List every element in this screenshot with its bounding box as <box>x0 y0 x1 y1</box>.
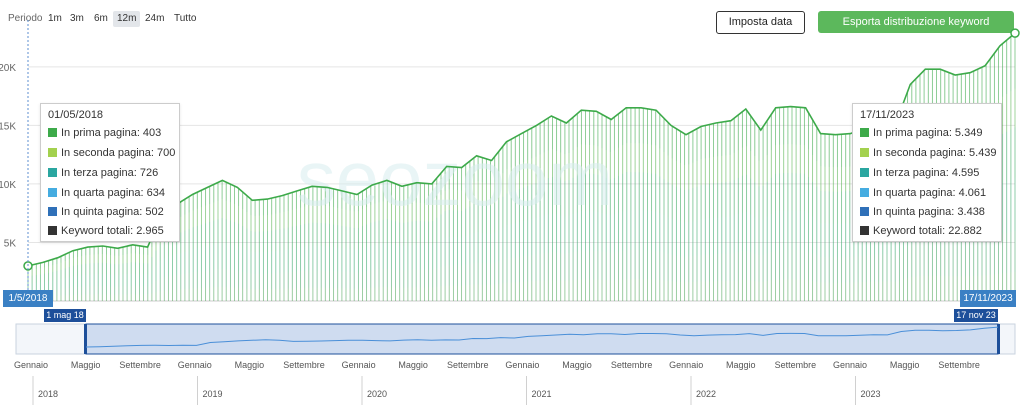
swatch-p4 <box>860 188 869 197</box>
right-tooltip-row-3: In terza pagina: 4.595 <box>860 166 979 180</box>
toolbar: Periodo 1m 3m 6m 12m 24m Tutto Imposta d… <box>0 0 1024 40</box>
y-tick-label: 5K <box>4 238 17 249</box>
end-date-flag: 17/11/2023 <box>960 290 1016 307</box>
swatch-p2 <box>48 148 57 157</box>
left-tooltip-row-1: In prima pagina: 403 <box>48 126 161 140</box>
right-tooltip-row-total: Keyword totali: 22.882 <box>860 224 982 238</box>
month-label: Settembre <box>283 360 325 370</box>
period-12m-button[interactable]: 12m <box>113 11 141 27</box>
right-tooltip-row-3-label: In terza pagina: 4.595 <box>873 167 980 179</box>
y-tick-label: 20K <box>0 63 16 74</box>
swatch-p3 <box>48 168 57 177</box>
left-tooltip-row-4: In quarta pagina: 634 <box>48 186 165 200</box>
right-tooltip-date: 17/11/2023 <box>860 109 915 121</box>
right-tooltip-row-5-label: In quinta pagina: 3.438 <box>873 206 985 218</box>
year-label: 2023 <box>861 389 881 399</box>
month-label: Maggio <box>398 360 428 370</box>
y-tick-label: 15K <box>0 121 16 132</box>
set-date-button[interactable]: Imposta data <box>716 11 805 34</box>
month-label: Maggio <box>235 360 265 370</box>
left-tooltip-row-3: In terza pagina: 726 <box>48 166 158 180</box>
navigator-start-flag: 1 mag 18 <box>44 309 86 322</box>
year-label: 2022 <box>696 389 716 399</box>
month-label: Gennaio <box>669 360 703 370</box>
right-tooltip-row-2-label: In seconda pagina: 5.439 <box>873 147 997 159</box>
swatch-p5 <box>860 207 869 216</box>
month-label: Gennaio <box>178 360 212 370</box>
month-label: Settembre <box>775 360 817 370</box>
month-label: Gennaio <box>342 360 376 370</box>
swatch-p2 <box>860 148 869 157</box>
left-tooltip-row-total: Keyword totali: 2.965 <box>48 224 164 238</box>
left-tooltip-row-4-label: In quarta pagina: 634 <box>61 187 165 199</box>
month-label: Gennaio <box>833 360 867 370</box>
month-label: Gennaio <box>505 360 539 370</box>
year-label: 2021 <box>532 389 552 399</box>
month-label: Settembre <box>938 360 980 370</box>
start-date-flag: 1/5/2018 <box>3 290 53 307</box>
left-tooltip-row-2-label: In seconda pagina: 700 <box>61 147 176 159</box>
year-label: 2019 <box>203 389 223 399</box>
right-tooltip-row-4: In quarta pagina: 4.061 <box>860 186 986 200</box>
left-tooltip-row-5: In quinta pagina: 502 <box>48 205 164 219</box>
navigator-end-flag: 17 nov 23 <box>954 309 998 322</box>
month-label: Gennaio <box>14 360 48 370</box>
year-label: 2018 <box>38 389 58 399</box>
left-tooltip: 01/05/2018 In prima pagina: 403 In secon… <box>40 103 180 242</box>
total-keywords-line <box>27 32 1016 267</box>
year-label: 2020 <box>367 389 387 399</box>
month-label: Settembre <box>119 360 161 370</box>
end-point-marker <box>1010 28 1020 38</box>
swatch-p1 <box>48 128 57 137</box>
month-label: Maggio <box>726 360 756 370</box>
swatch-total <box>860 226 869 235</box>
period-24m-button[interactable]: 24m <box>145 13 165 24</box>
swatch-p1 <box>860 128 869 137</box>
navigator-left-handle <box>84 324 87 354</box>
right-tooltip-row-5: In quinta pagina: 3.438 <box>860 205 985 219</box>
left-tooltip-row-3-label: In terza pagina: 726 <box>61 167 159 179</box>
period-1m-button[interactable]: 1m <box>48 13 62 24</box>
period-all-button[interactable]: Tutto <box>174 13 197 24</box>
period-3m-button[interactable]: 3m <box>70 13 84 24</box>
navigator-right-handle <box>997 324 1000 354</box>
swatch-p5 <box>48 207 57 216</box>
left-tooltip-row-1-label: In prima pagina: 403 <box>61 127 162 139</box>
left-tooltip-row-total-label: Keyword totali: 2.965 <box>61 225 164 237</box>
month-label: Maggio <box>562 360 592 370</box>
export-keyword-distribution-button[interactable]: Esporta distribuzione keyword <box>818 11 1014 33</box>
month-label: Maggio <box>890 360 920 370</box>
swatch-total <box>48 226 57 235</box>
left-tooltip-date: 01/05/2018 <box>48 109 104 121</box>
y-tick-label: 10K <box>0 180 16 191</box>
period-label: Periodo <box>8 13 43 24</box>
swatch-p4 <box>48 188 57 197</box>
swatch-p3 <box>860 168 869 177</box>
right-tooltip: 17/11/2023 In prima pagina: 5.349 In sec… <box>852 103 1002 242</box>
left-tooltip-row-5-label: In quinta pagina: 502 <box>61 206 164 218</box>
watermark-logo: seozoom <box>297 134 614 222</box>
month-label: Settembre <box>611 360 653 370</box>
right-tooltip-row-4-label: In quarta pagina: 4.061 <box>873 187 987 199</box>
month-label: Maggio <box>71 360 101 370</box>
period-6m-button[interactable]: 6m <box>94 13 108 24</box>
navigator-line <box>85 326 999 348</box>
navigator-selection <box>85 323 999 355</box>
right-tooltip-row-2: In seconda pagina: 5.439 <box>860 146 997 160</box>
right-tooltip-row-1: In prima pagina: 5.349 <box>860 126 982 140</box>
month-label: Settembre <box>447 360 489 370</box>
right-tooltip-row-1-label: In prima pagina: 5.349 <box>873 127 983 139</box>
left-tooltip-row-2: In seconda pagina: 700 <box>48 146 175 160</box>
right-tooltip-row-total-label: Keyword totali: 22.882 <box>873 225 982 237</box>
